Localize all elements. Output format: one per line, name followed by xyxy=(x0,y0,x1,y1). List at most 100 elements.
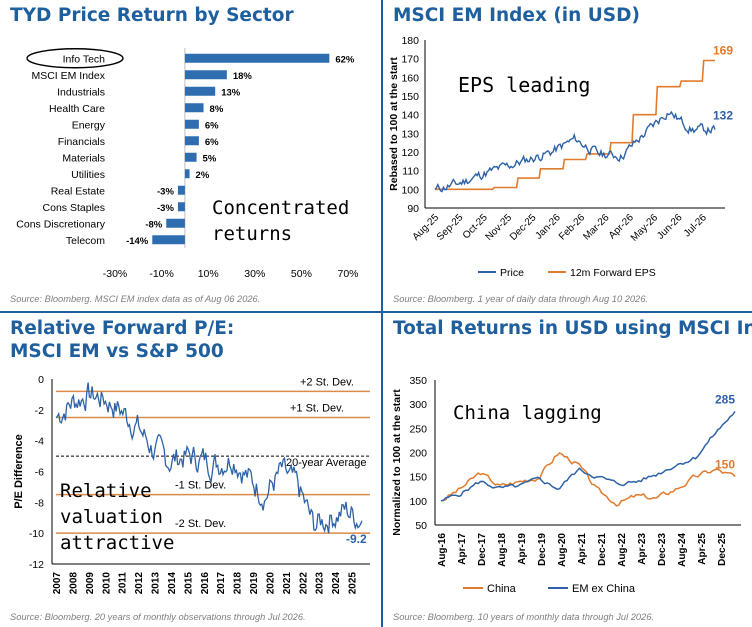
x-tick-label: 2017 xyxy=(216,572,227,595)
x-tick-label: 2011 xyxy=(118,572,129,594)
sector-return-panel: TYD Price Return by Sector Info Tech 62% M… xyxy=(0,0,381,311)
x-tick-label: 2008 xyxy=(68,572,79,595)
x-tick-label: 2015 xyxy=(183,572,194,595)
title-line: MSCI EM vs S&P 500 xyxy=(10,341,224,362)
reference-label: -2 St. Dev. xyxy=(175,518,226,530)
x-tick-label: Apr-25 xyxy=(697,533,708,565)
total-returns-line-chart: 50 100 150 200 250 300 350 Normalized to 100 at… xyxy=(391,375,741,595)
bar xyxy=(166,218,185,228)
source-note: Source: Bloomberg. 1 year of daily data … xyxy=(393,294,648,304)
title-line: Total Returns in USD using MSCI Indexes xyxy=(393,318,752,339)
category-label: Cons Discretionary xyxy=(16,218,105,230)
series-end-label: 132 xyxy=(713,109,733,123)
value-label: 13% xyxy=(221,87,241,98)
annotation-text: Relative xyxy=(60,480,152,502)
y-tick-label: 170 xyxy=(401,54,419,66)
y-axis-label: Normalized to 100 at the start xyxy=(391,389,403,536)
y-tick-label: 130 xyxy=(401,128,419,140)
y-tick-label: -6 xyxy=(35,467,44,479)
x-tick-label: 70% xyxy=(337,268,358,280)
msci-em-index-panel: MSCI EM Index (in USD) 90 100 110 120 130 140… xyxy=(383,0,752,311)
value-label: -8% xyxy=(145,219,162,230)
panel-title: Relative Forward P/E: MSCI EM vs S&P 500 xyxy=(10,317,234,363)
value-label: 8% xyxy=(210,104,224,115)
category-label: Materials xyxy=(62,152,105,164)
x-tick-label: Jun-26 xyxy=(655,212,685,242)
x-tick-label: -30% xyxy=(103,268,128,280)
x-tick-label: 2025 xyxy=(348,572,359,595)
y-tick-label: -12 xyxy=(29,559,44,571)
x-tick-label: 2014 xyxy=(167,572,178,595)
reference-label: +2 St. Dev. xyxy=(300,376,354,388)
annotation-text: attractive xyxy=(60,532,174,554)
highlight-ellipse xyxy=(26,48,124,69)
series-end-label: 150 xyxy=(715,458,735,472)
y-tick-label: 140 xyxy=(401,110,419,122)
x-tick-label: Dec-21 xyxy=(597,533,608,566)
series-line-china xyxy=(440,452,736,507)
x-tick-label: 2022 xyxy=(298,572,309,595)
y-tick-label: 200 xyxy=(409,448,427,460)
legend-label: China xyxy=(487,583,517,595)
series-end-label: 285 xyxy=(715,392,735,406)
x-tick-label: 2021 xyxy=(282,572,293,595)
category-label: Telecom xyxy=(66,235,105,247)
x-tick-label: Aug-22 xyxy=(617,533,628,567)
relative-pe-line-chart: 0 -2 -4 -6 -8 -10 -12 P/E Difference 2007 2008 200… xyxy=(13,374,370,595)
value-label: 5% xyxy=(203,153,217,164)
y-tick-label: 50 xyxy=(415,520,427,532)
y-tick-label: 250 xyxy=(409,423,427,435)
y-tick-label: 0 xyxy=(38,374,44,386)
category-label: Cons Staples xyxy=(43,202,105,214)
x-tick-label: 2012 xyxy=(134,572,145,595)
title-line: TYD Price Return by Sector xyxy=(10,5,294,26)
x-tick-label: Aug-16 xyxy=(437,533,448,567)
series-end-label: 169 xyxy=(713,44,733,58)
x-tick-label: Apr-19 xyxy=(517,533,528,565)
x-tick-label: -10% xyxy=(149,268,174,280)
y-tick-label: 150 xyxy=(409,472,427,484)
x-tick-label: 2010 xyxy=(101,572,112,595)
bar xyxy=(184,103,204,113)
x-tick-label: Feb-26 xyxy=(557,212,587,242)
value-label: -3% xyxy=(157,203,174,214)
legend-label: Price xyxy=(500,267,524,279)
category-label: Info Tech xyxy=(63,53,106,65)
annotation-text: Concentrated xyxy=(212,197,349,219)
annotation-text: EPS leading xyxy=(458,73,590,97)
panel-title: Total Returns in USD using MSCI Indexes xyxy=(393,317,752,340)
panel-divider-horizontal xyxy=(0,311,752,313)
x-tick-label: 50% xyxy=(291,268,312,280)
reference-label: 20-year Average xyxy=(286,457,367,469)
category-label: Real Estate xyxy=(51,185,105,197)
bar xyxy=(152,235,185,245)
y-axis-label: P/E Difference xyxy=(13,434,25,509)
value-label: 62% xyxy=(335,54,355,65)
x-tick-label: 2018 xyxy=(233,572,244,595)
source-note: Source: Bloomberg. MSCI EM index data as… xyxy=(10,294,261,304)
legend-label: EM ex China xyxy=(572,583,636,595)
y-tick-label: 350 xyxy=(409,375,427,387)
y-tick-label: 110 xyxy=(402,166,419,178)
reference-label: +1 St. Dev. xyxy=(290,403,344,415)
sector-bar-chart: Info Tech 62% MSCI EM Index 18% Industrials 1… xyxy=(16,48,359,280)
category-label: Utilities xyxy=(71,169,105,181)
y-tick-label: 150 xyxy=(401,91,419,103)
x-tick-label: May-26 xyxy=(629,212,661,244)
bar xyxy=(184,86,216,96)
annotation-text: China lagging xyxy=(453,402,602,424)
x-tick-label: Aug-24 xyxy=(677,533,688,567)
category-label: Financials xyxy=(58,136,105,148)
x-tick-label: Jul-26 xyxy=(682,212,709,239)
bar xyxy=(184,119,199,129)
series-line-relative-pe xyxy=(55,382,363,534)
category-label: Health Care xyxy=(49,103,105,115)
series-line-eps xyxy=(435,59,715,191)
bar xyxy=(177,202,185,212)
series-line-price xyxy=(434,110,716,193)
bar xyxy=(184,152,197,162)
y-tick-label: 100 xyxy=(401,184,419,196)
annotation-text: valuation xyxy=(60,506,163,528)
title-line: MSCI EM Index (in USD) xyxy=(393,5,640,26)
